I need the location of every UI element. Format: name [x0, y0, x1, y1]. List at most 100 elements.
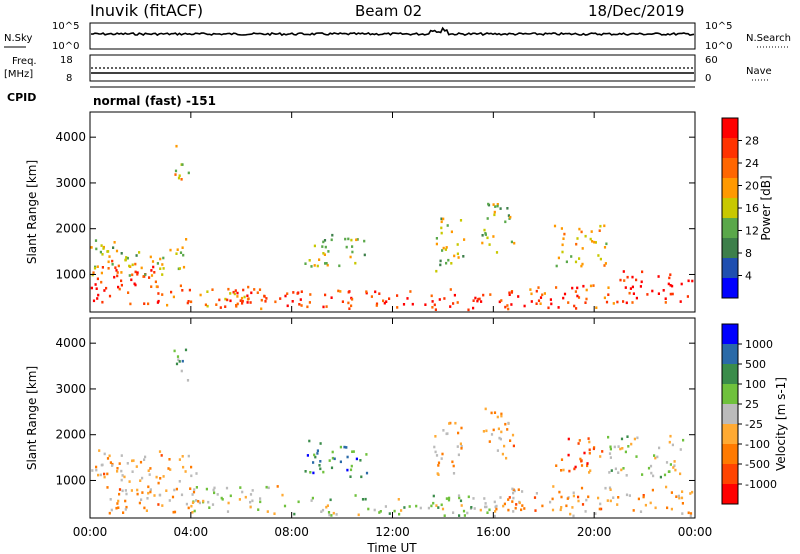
range-gate-cell [581, 262, 584, 266]
range-gate-cell [657, 275, 660, 278]
range-gate-cell [555, 464, 558, 467]
range-gate-cell [120, 469, 123, 473]
power-colorbar-label: Power [dB] [759, 175, 773, 240]
range-gate-cell [445, 246, 448, 249]
range-gate-cell [670, 507, 673, 511]
range-gate-cell [452, 472, 456, 475]
range-gate-cell [450, 262, 453, 265]
range-gate-cell [135, 465, 138, 468]
velocity-colorbar-label: Velocity [m s-1] [774, 377, 788, 471]
range-gate-cell [169, 468, 172, 471]
range-gate-cell [628, 291, 631, 295]
range-gate-cell [273, 512, 276, 515]
range-gate-cell [304, 470, 307, 473]
range-gate-cell [150, 274, 154, 277]
range-gate-cell [128, 274, 131, 277]
range-gate-cell [589, 469, 592, 472]
range-gate-cell [135, 254, 138, 257]
range-gate-cell [577, 296, 581, 299]
x-tick-label: 12:00 [375, 525, 410, 539]
range-gate-cell [424, 303, 427, 306]
range-gate-cell [190, 300, 193, 304]
range-gate-cell [320, 510, 323, 513]
range-gate-cell [560, 227, 563, 230]
range-gate-cell [463, 514, 466, 517]
range-gate-cell [555, 264, 558, 268]
range-gate-cell [116, 470, 119, 473]
range-gate-cell [218, 298, 221, 302]
range-gate-cell [207, 500, 210, 504]
range-gate-cell [316, 452, 319, 455]
range-gate-cell [506, 207, 509, 210]
range-gate-cell [94, 283, 97, 286]
range-gate-cell [136, 488, 139, 492]
range-gate-cell [565, 260, 568, 264]
range-gate-cell [504, 422, 507, 426]
range-gate-cell [523, 304, 526, 308]
range-gate-cell [178, 480, 181, 483]
range-gate-cell [109, 498, 112, 501]
range-gate-cell [176, 355, 180, 358]
range-gate-cell [300, 290, 303, 293]
range-gate-cell [118, 492, 121, 496]
range-gate-cell [607, 435, 610, 439]
range-gate-cell [427, 506, 430, 510]
range-gate-cell [593, 240, 596, 244]
range-gate-cell [109, 461, 112, 464]
range-gate-cell [463, 238, 466, 241]
range-gate-cell [649, 501, 652, 505]
range-gate-cell [397, 498, 400, 501]
colorbar-tick-label: -100 [745, 438, 770, 451]
range-gate-cell [352, 450, 355, 453]
range-gate-cell [668, 276, 671, 280]
colorbar-tick-label: 20 [745, 180, 759, 193]
range-gate-cell [512, 510, 515, 513]
range-gate-cell [457, 453, 460, 457]
range-gate-cell [187, 454, 190, 458]
range-gate-cell [567, 437, 570, 441]
range-gate-cell [229, 494, 232, 498]
range-gate-cell [96, 297, 99, 300]
range-gate-cell [174, 173, 177, 176]
range-gate-cell [180, 369, 183, 373]
range-gate-cell [493, 210, 496, 214]
range-gate-cell [574, 260, 578, 264]
range-gate-cell [150, 285, 153, 288]
range-gate-cell [182, 253, 185, 257]
range-gate-cell [566, 497, 569, 500]
range-gate-cell [100, 271, 103, 275]
range-gate-cell [608, 471, 611, 474]
range-gate-cell [257, 508, 260, 511]
colorbar-tick-label: 4 [745, 270, 752, 283]
range-gate-cell [687, 279, 690, 283]
range-gate-cell [560, 458, 564, 461]
range-gate-cell [587, 437, 590, 440]
range-gate-cell [175, 252, 178, 255]
range-gate-cell [365, 291, 368, 295]
range-gate-cell [629, 287, 632, 290]
range-gate-cell [433, 445, 436, 449]
range-gate-cell [462, 509, 466, 513]
range-gate-cell [178, 174, 181, 177]
range-gate-cell [442, 429, 445, 432]
range-gate-cell [626, 435, 629, 438]
range-gate-cell [521, 490, 524, 493]
range-gate-cell [281, 493, 284, 497]
range-gate-cell [139, 479, 142, 482]
range-gate-cell [331, 233, 334, 237]
range-gate-cell [314, 455, 317, 459]
range-gate-cell [578, 257, 581, 260]
range-gate-cell [190, 474, 193, 478]
range-gate-cell [594, 512, 597, 515]
range-gate-cell [589, 237, 592, 241]
range-gate-cell [669, 463, 672, 466]
beam-title: Beam 02 [355, 2, 422, 20]
range-gate-cell [435, 504, 438, 507]
range-gate-cell [499, 496, 502, 499]
range-gate-cell [181, 289, 184, 292]
range-gate-cell [309, 293, 312, 296]
range-gate-cell [507, 214, 510, 217]
range-gate-cell [631, 275, 634, 279]
range-gate-cell [172, 510, 175, 514]
range-gate-cell [460, 447, 463, 450]
